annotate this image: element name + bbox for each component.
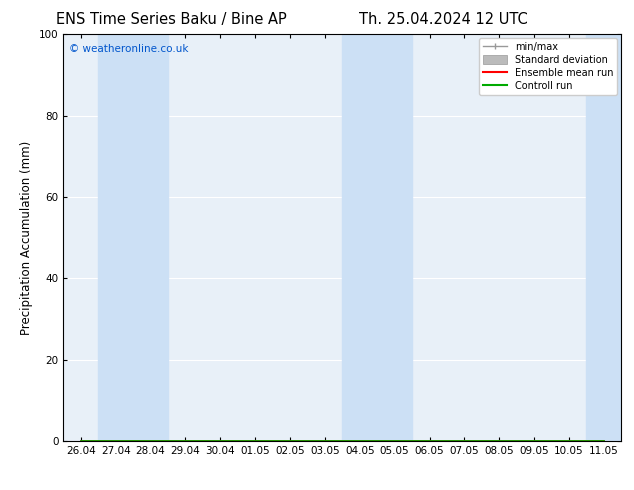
Text: © weatheronline.co.uk: © weatheronline.co.uk [69,45,188,54]
Bar [98,34,168,441]
Text: Th. 25.04.2024 12 UTC: Th. 25.04.2024 12 UTC [359,12,528,27]
Legend: min/max, Standard deviation, Ensemble mean run, Controll run: min/max, Standard deviation, Ensemble me… [479,38,618,95]
Bar [342,34,412,441]
Y-axis label: Precipitation Accumulation (mm): Precipitation Accumulation (mm) [20,141,34,335]
Bar [586,34,621,441]
Text: ENS Time Series Baku / Bine AP: ENS Time Series Baku / Bine AP [56,12,287,27]
